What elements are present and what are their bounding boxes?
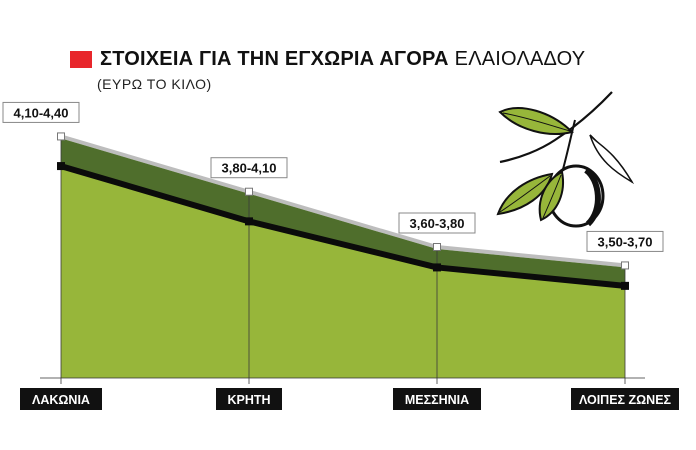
range-label: 4,10-4,40 <box>14 105 69 120</box>
category-label: ΜΕΣΣΗΝΙΑ <box>405 393 469 407</box>
category-label: ΚΡΗΤΗ <box>227 393 270 407</box>
high-point-marker <box>621 261 629 270</box>
range-label: 3,60-3,80 <box>410 216 465 231</box>
category-label: ΛΟΙΠΕΣ ΖΩΝΕΣ <box>579 393 672 407</box>
upper-range-area <box>61 138 625 286</box>
category-label-box <box>20 388 102 410</box>
title-bold-text: ΣΤΟΙΧΕΙΑ ΓΙΑ ΤΗΝ ΕΓΧΩΡΙΑ ΑΓΟΡΑ <box>100 48 449 70</box>
category-label-box <box>216 388 282 410</box>
title-accent-square <box>70 51 92 68</box>
high-point-marker <box>433 243 441 251</box>
range-label-box <box>586 230 664 252</box>
chart-title: ΣΤΟΙΧΕΙΑ ΓΙΑ ΤΗΝ ΕΓΧΩΡΙΑ ΑΓΟΡΑ ΕΛΑΙΟΛΑΔΟ… <box>70 48 585 71</box>
average-point <box>57 162 65 171</box>
average-price-line <box>60 163 626 289</box>
title-light-text: ΕΛΑΙΟΛΑΔΟΥ <box>454 48 586 70</box>
category-label: ΛΑΚΩΝΙΑ <box>32 393 90 407</box>
range-label: 3,80-4,10 <box>222 161 277 176</box>
range-label-box <box>398 212 476 234</box>
chart-subtitle: (ΕΥΡΩ ΤΟ ΚΙΛΟ) <box>97 76 212 92</box>
high-point-marker <box>57 132 65 141</box>
average-point <box>621 281 629 290</box>
range-label-box <box>210 157 288 179</box>
category-label-box <box>393 388 481 410</box>
range-label-box <box>2 101 80 123</box>
average-point <box>245 217 253 226</box>
range-label: 3,50-3,70 <box>598 234 653 249</box>
category-label-box <box>571 388 679 410</box>
high-point-marker <box>245 187 253 196</box>
olive-branch-icon <box>496 91 635 228</box>
lower-area <box>61 166 625 378</box>
average-point <box>433 263 441 272</box>
